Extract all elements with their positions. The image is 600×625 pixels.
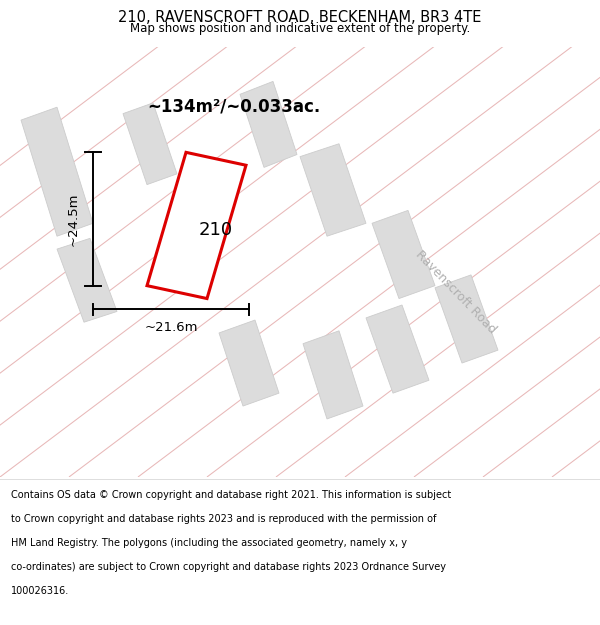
Polygon shape — [240, 81, 297, 168]
Polygon shape — [372, 211, 435, 299]
Text: Contains OS data © Crown copyright and database right 2021. This information is : Contains OS data © Crown copyright and d… — [11, 491, 451, 501]
Text: ~134m²/~0.033ac.: ~134m²/~0.033ac. — [148, 98, 320, 116]
Polygon shape — [300, 144, 366, 236]
Text: 100026316.: 100026316. — [11, 586, 69, 596]
Text: 210: 210 — [199, 221, 233, 239]
Text: co-ordinates) are subject to Crown copyright and database rights 2023 Ordnance S: co-ordinates) are subject to Crown copyr… — [11, 562, 446, 572]
Text: Ravenscroft Road: Ravenscroft Road — [413, 248, 499, 336]
Polygon shape — [435, 275, 498, 363]
Polygon shape — [303, 331, 363, 419]
Polygon shape — [219, 320, 279, 406]
Text: to Crown copyright and database rights 2023 and is reproduced with the permissio: to Crown copyright and database rights 2… — [11, 514, 436, 524]
Text: HM Land Registry. The polygons (including the associated geometry, namely x, y: HM Land Registry. The polygons (includin… — [11, 538, 407, 548]
Polygon shape — [147, 152, 246, 299]
Polygon shape — [123, 103, 177, 184]
Polygon shape — [57, 238, 117, 322]
Text: Map shows position and indicative extent of the property.: Map shows position and indicative extent… — [130, 22, 470, 35]
Text: 210, RAVENSCROFT ROAD, BECKENHAM, BR3 4TE: 210, RAVENSCROFT ROAD, BECKENHAM, BR3 4T… — [118, 11, 482, 26]
Text: ~21.6m: ~21.6m — [144, 321, 198, 334]
Text: ~24.5m: ~24.5m — [67, 192, 80, 246]
Polygon shape — [21, 107, 93, 236]
Polygon shape — [366, 305, 429, 393]
